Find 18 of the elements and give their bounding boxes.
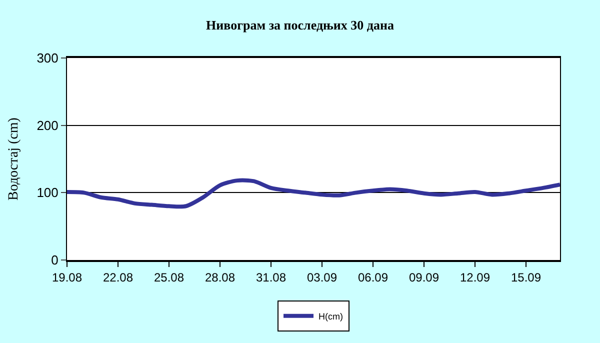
y-axis-title: Водостај (cm) <box>6 117 22 200</box>
y-tick-label: 0 <box>51 252 58 268</box>
x-tick-label: 19.08 <box>52 270 82 284</box>
x-tick-label: 03.09 <box>306 270 338 284</box>
legend-label: H(cm) <box>318 311 343 322</box>
x-tick-label: 22.08 <box>102 270 134 284</box>
y-tick-label: 200 <box>36 118 58 133</box>
y-tick-label: 100 <box>36 185 58 200</box>
x-tick-label: 31.08 <box>256 270 286 284</box>
y-tick-label: 300 <box>36 50 58 66</box>
x-tick-label: 12.09 <box>460 270 490 284</box>
x-tick-label: 06.09 <box>358 270 388 284</box>
line-series <box>67 178 560 209</box>
x-tick-label: 09.09 <box>408 270 440 284</box>
x-tick-label: 28.08 <box>204 270 236 284</box>
chart-title: Нивограм за последњих 30 дана <box>206 18 394 33</box>
x-tick-label: 15.09 <box>510 270 542 284</box>
x-tick-label: 25.08 <box>154 270 184 284</box>
